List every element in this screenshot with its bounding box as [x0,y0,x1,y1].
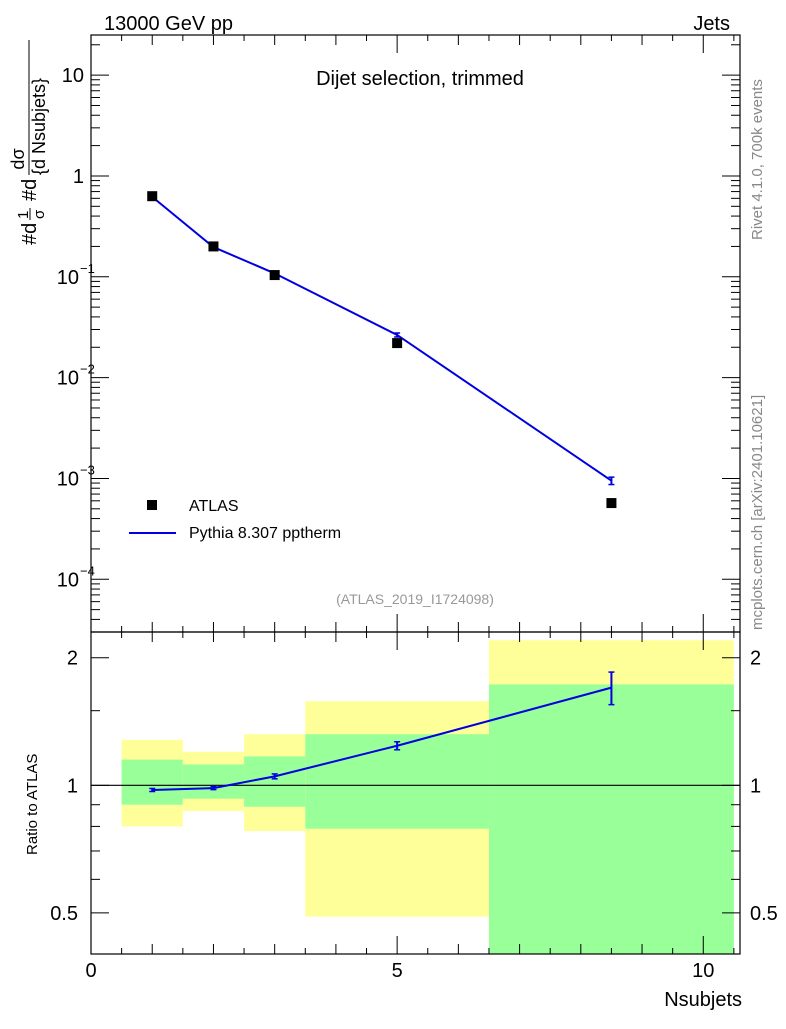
main-title: Dijet selection, trimmed [316,68,524,90]
main-ytick-label: 10 [57,468,79,490]
main-ytick-exponent: −2 [80,362,95,377]
ratio-ytick-label-left: 0.5 [50,903,78,925]
main-frame [90,34,741,633]
main-ytick-exponent: −4 [80,563,95,578]
main-ylabel: #d 1 σ #d dσ {d Nsubjets} [8,40,49,245]
main-ytick-exponent: −1 [80,261,95,276]
ylabel-part-dnsubjets: {d Nsubjets} [29,78,49,175]
ratio-band-inner [182,764,245,799]
main-ytick-label: 10 [62,65,84,87]
atlas-data-point [392,338,403,349]
ratio-band-inner [488,684,734,954]
legend: ATLAS Pythia 8.307 pptherm [129,498,341,542]
ylabel-part-sigma: σ [31,209,48,219]
ratio-ylabel: Ratio to ATLAS [24,754,41,855]
legend-atlas-marker [147,500,157,510]
xtick-label: 5 [392,960,403,982]
ratio-band-inner [244,756,306,807]
atlas-data-point [208,241,219,252]
ylabel-part-d1: #d [19,223,41,245]
ratio-ytick-label-left: 1 [67,775,78,797]
main-ytick-label: 10 [57,368,79,390]
energy-label: 13000 GeV pp [104,13,233,35]
xtick-label: 10 [692,960,714,982]
ratio-frame [90,631,741,955]
ylabel-part-dsigma: dσ [8,148,28,169]
ratio-panel: 0.5 0.5 1 1 2 2 0 5 10 Ratio to ATLAS Nsubjets [24,631,778,1011]
ratio-ytick-label-right: 2 [750,648,761,670]
main-ytick-label: 10 [57,569,79,591]
ratio-band-inner [121,759,183,805]
main-ytick-label: 1 [73,166,84,188]
xaxis-label: Nsubjets [664,989,742,1011]
atlas-data-point [606,498,617,509]
ratio-ytick-label-right: 1 [750,775,761,797]
atlas-data-point [147,191,158,202]
main-ytick-exponent: −3 [80,462,95,477]
legend-atlas-label: ATLAS [189,498,239,515]
source-label: mcplots.cern.ch [arXiv:2401.10621] [749,395,766,630]
atlas-data-point [269,270,280,281]
analysis-watermark: (ATLAS_2019_I1724098) [336,591,494,607]
legend-pythia-label: Pythia 8.307 pptherm [189,525,341,542]
rivet-version-label: Rivet 4.1.0, 700k events [749,79,766,240]
ratio-ytick-label-right: 0.5 [750,903,778,925]
xtick-label: 0 [85,960,96,982]
main-ytick-label: 10 [57,267,79,289]
pythia-line [151,196,612,482]
ratio-ytick-label-left: 2 [67,648,78,670]
category-label: Jets [693,13,730,35]
ylabel-part-one: 1 [15,211,32,219]
ylabel-part-d2: #d [19,179,41,201]
